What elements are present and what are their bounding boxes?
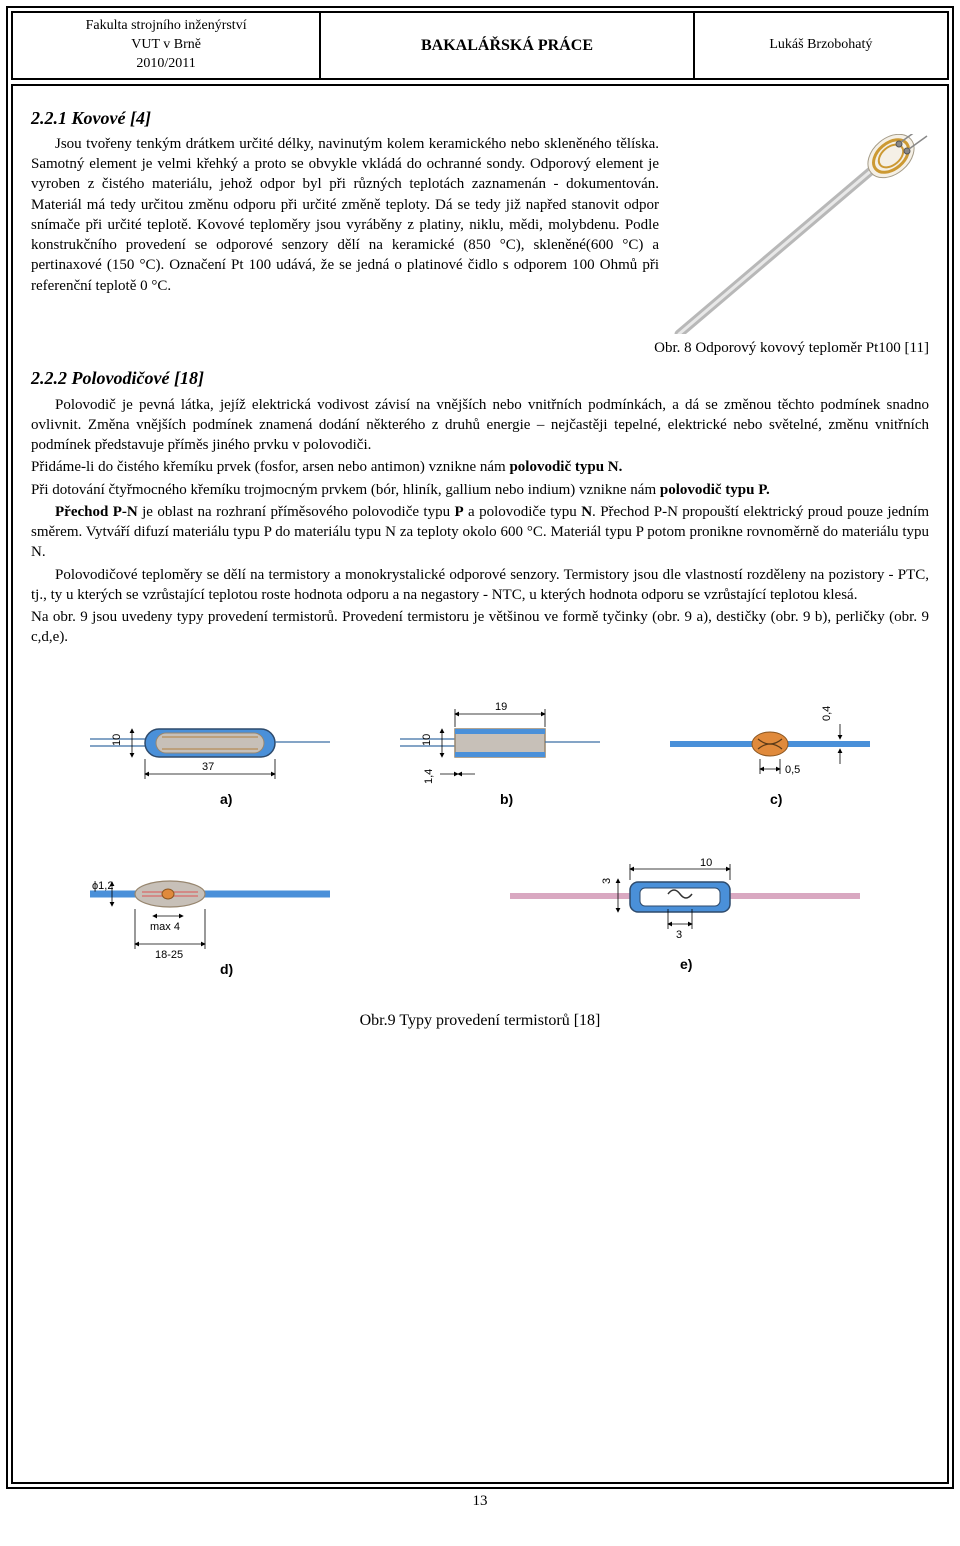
p5-bold1: Přechod P-N — [55, 504, 138, 520]
p5-bold2: P — [454, 504, 463, 520]
header-title: BAKALÁŘSKÁ PRÁCE — [421, 35, 593, 57]
para-222-3: Při dotování čtyřmocného křemíku trojmoc… — [31, 480, 929, 500]
header-left-cell: Fakulta strojního inženýrství VUT v Brně… — [13, 13, 321, 78]
fig9-b-len: 19 — [495, 701, 507, 713]
fig9-b: 10 19 1,4 b) — [400, 701, 600, 807]
fig9-a-label: a) — [220, 791, 232, 807]
fig9-e-label: e) — [680, 956, 692, 972]
header-title-cell: BAKALÁŘSKÁ PRÁCE — [321, 13, 695, 78]
header-author: Lukáš Brzobohatý — [769, 36, 872, 55]
p4-text: Při dotování čtyřmocného křemíku trojmoc… — [31, 482, 660, 498]
p5-t2: a polovodiče typu — [464, 504, 582, 520]
heading-222: 2.2.2 Polovodičové [18] — [31, 366, 929, 390]
fig9-d: ϕ1,2 max 4 18-25 d) — [90, 880, 330, 977]
para-222-5: Polovodičové teploměry se dělí na termis… — [31, 565, 929, 606]
para-222-1: Polovodič je pevná látka, jejíž elektric… — [31, 395, 929, 456]
figure-9-svg: 10 37 a) 1 — [70, 664, 890, 994]
p3-text: Přidáme-li do čistého křemíku prvek (fos… — [31, 459, 509, 475]
fig9-a-h: 10 — [111, 733, 123, 745]
fig9-d-max: max 4 — [150, 921, 180, 933]
para-222-6: Na obr. 9 jsou uvedeny typy provedení te… — [31, 607, 929, 648]
fig9-e-out: 10 — [700, 857, 712, 869]
section-221-wrap: Jsou tvořeny tenkým drátkem určité délky… — [31, 134, 929, 336]
page-outer-frame: Fakulta strojního inženýrství VUT v Brně… — [6, 6, 954, 1489]
fig9-b-thick: 1,4 — [423, 768, 435, 783]
p3-bold: polovodič typu N. — [509, 459, 622, 475]
page-number: 13 — [13, 1491, 947, 1511]
fig9-e-h3: 3 — [601, 877, 613, 883]
fig9-d-dia: ϕ1,2 — [92, 880, 113, 892]
header-author-cell: Lukáš Brzobohatý — [695, 13, 947, 78]
fig9-c: 0,4 0,5 c) — [670, 705, 870, 806]
fig9-e: 10 3 3 e) — [510, 857, 860, 972]
fig9-c-thick: 0,4 — [821, 705, 833, 720]
header-row: Fakulta strojního inženýrství VUT v Brně… — [11, 11, 949, 80]
p5-bold3: N — [581, 504, 592, 520]
fig9-c-w: 0,5 — [785, 764, 800, 776]
fig9-c-label: c) — [770, 791, 782, 807]
caption-obr8: Obr. 8 Odporový kovový teploměr Pt100 [1… — [31, 338, 929, 358]
fig9-b-h: 10 — [421, 733, 433, 745]
fig9-e-in: 3 — [676, 929, 682, 941]
para-222-2: Přidáme-li do čistého křemíku prvek (fos… — [31, 457, 929, 477]
header-university: VUT v Brně — [131, 36, 201, 55]
header-faculty: Fakulta strojního inženýrství — [86, 17, 247, 36]
p4-bold: polovodič typu P. — [660, 482, 770, 498]
pt100-probe-svg — [669, 134, 929, 334]
fig9-d-range: 18-25 — [155, 949, 183, 961]
p5-t1: je oblast na rozhraní příměsového polovo… — [138, 504, 455, 520]
fig9-b-label: b) — [500, 791, 513, 807]
heading-221: 2.2.1 Kovové [4] — [31, 106, 929, 130]
figure-9: 10 37 a) 1 — [70, 664, 890, 1032]
content-box: 2.2.1 Kovové [4] Jsou tvořeny tenkým drá… — [11, 84, 949, 1484]
caption-obr9: Obr.9 Typy provedení termistorů [18] — [70, 1010, 890, 1032]
fig9-a: 10 37 a) — [90, 729, 330, 807]
header-year: 2010/2011 — [136, 55, 195, 74]
pt100-probe-illustration — [669, 134, 929, 334]
para-222-4: Přechod P-N je oblast na rozhraní příměs… — [31, 502, 929, 563]
fig9-d-label: d) — [220, 961, 233, 977]
fig9-a-len: 37 — [202, 761, 214, 773]
